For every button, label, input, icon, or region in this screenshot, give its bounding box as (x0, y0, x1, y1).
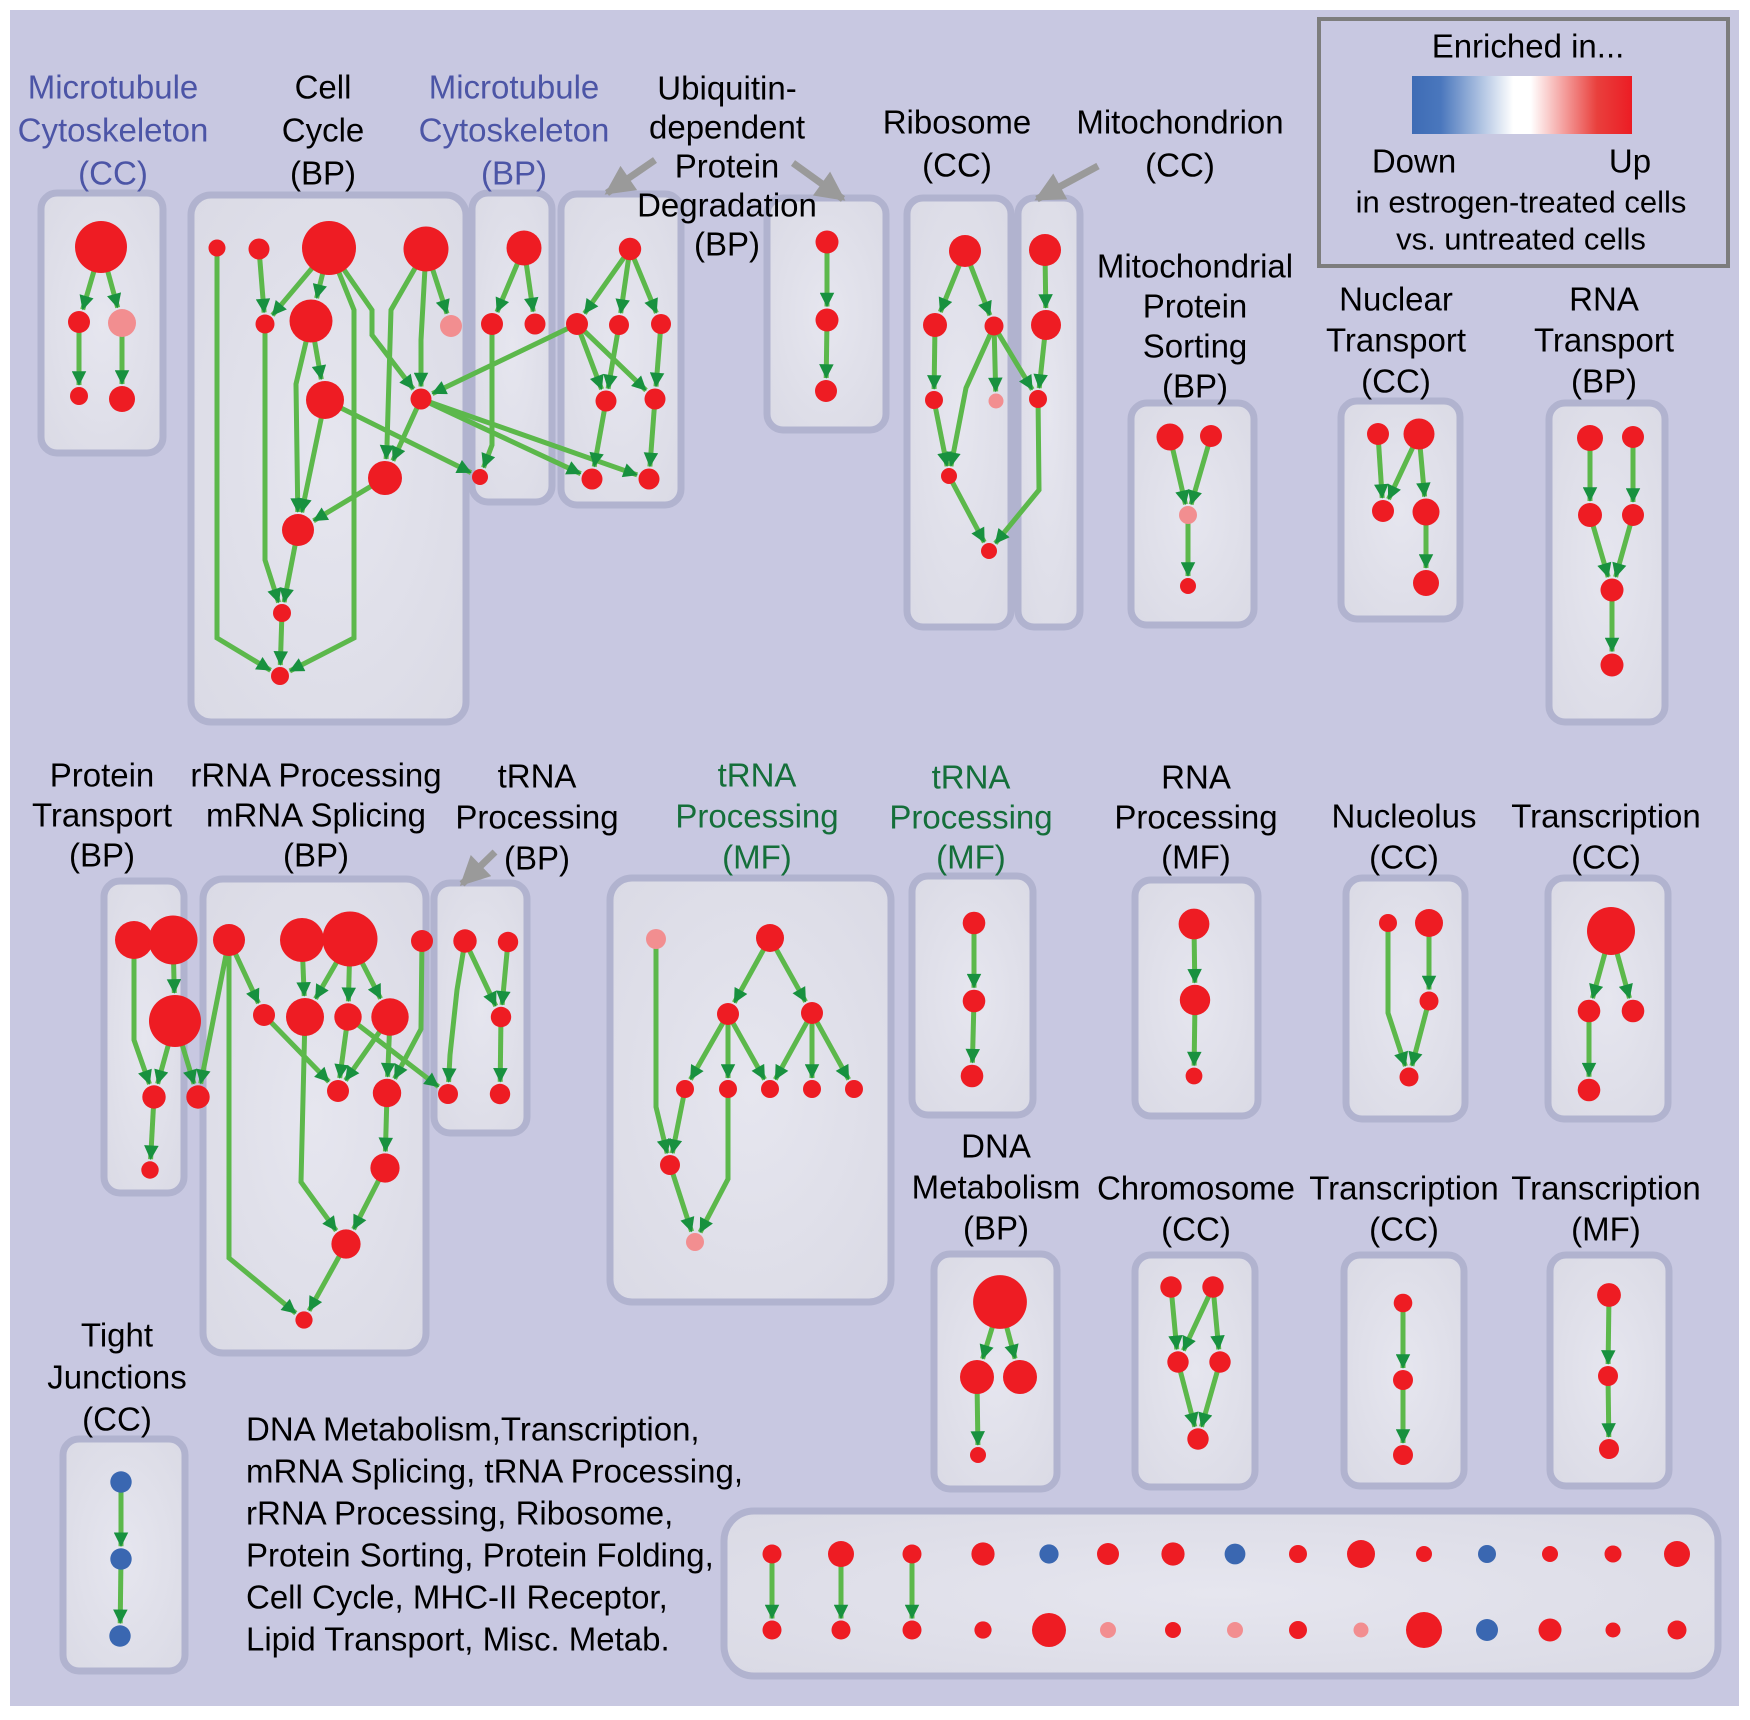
svg-text:Processing: Processing (1114, 799, 1277, 836)
svg-text:Protein Sorting, Protein Foldi: Protein Sorting, Protein Folding, (246, 1537, 714, 1574)
svg-text:Up: Up (1609, 143, 1651, 180)
svg-text:Microtubule: Microtubule (28, 69, 199, 106)
svg-text:Cytoskeleton: Cytoskeleton (18, 112, 209, 149)
svg-text:(BP): (BP) (963, 1210, 1029, 1247)
svg-text:Processing: Processing (675, 798, 838, 835)
svg-text:Processing: Processing (889, 799, 1052, 836)
svg-text:(BP): (BP) (1162, 368, 1228, 405)
svg-text:(CC): (CC) (82, 1401, 152, 1438)
svg-text:(BP): (BP) (694, 226, 760, 263)
svg-text:(CC): (CC) (1369, 839, 1439, 876)
svg-text:Processing: Processing (455, 799, 618, 836)
svg-text:in estrogen-treated cells: in estrogen-treated cells (1356, 185, 1687, 220)
svg-text:Degradation: Degradation (637, 187, 817, 224)
svg-text:Transport: Transport (1534, 322, 1674, 359)
svg-text:vs. untreated cells: vs. untreated cells (1396, 222, 1646, 257)
svg-text:Protein: Protein (50, 757, 155, 794)
svg-text:Cell: Cell (295, 69, 352, 106)
svg-text:(BP): (BP) (481, 155, 547, 192)
svg-text:Mitochondrion: Mitochondrion (1076, 104, 1283, 141)
svg-text:RNA: RNA (1569, 281, 1639, 318)
svg-text:(CC): (CC) (1571, 839, 1641, 876)
svg-text:Nucleolus: Nucleolus (1332, 798, 1477, 835)
svg-text:Transcription: Transcription (1309, 1170, 1499, 1207)
svg-text:(BP): (BP) (290, 155, 356, 192)
svg-text:(MF): (MF) (1571, 1211, 1641, 1248)
svg-text:Nuclear: Nuclear (1339, 281, 1453, 318)
svg-text:(BP): (BP) (283, 837, 349, 874)
svg-text:(BP): (BP) (504, 840, 570, 877)
svg-text:Protein: Protein (1143, 288, 1248, 325)
svg-text:(MF): (MF) (722, 839, 792, 876)
svg-text:dependent: dependent (649, 109, 805, 146)
svg-text:Transport: Transport (32, 797, 172, 834)
svg-text:tRNA: tRNA (498, 758, 577, 795)
svg-text:tRNA: tRNA (932, 759, 1011, 796)
svg-text:mRNA Splicing, tRNA Processing: mRNA Splicing, tRNA Processing, (246, 1453, 743, 1490)
svg-text:(MF): (MF) (1161, 839, 1231, 876)
svg-text:tRNA: tRNA (718, 757, 797, 794)
svg-text:rRNA Processing: rRNA Processing (190, 757, 441, 794)
svg-text:Tight: Tight (81, 1317, 153, 1354)
svg-text:DNA: DNA (961, 1128, 1031, 1165)
svg-text:(CC): (CC) (1161, 1211, 1231, 1248)
svg-text:Ubiquitin-: Ubiquitin- (657, 70, 796, 107)
svg-text:(CC): (CC) (922, 147, 992, 184)
svg-text:(MF): (MF) (936, 839, 1006, 876)
svg-text:Junctions: Junctions (47, 1359, 186, 1396)
svg-text:Sorting: Sorting (1143, 328, 1248, 365)
svg-text:(BP): (BP) (1571, 363, 1637, 400)
svg-text:Transcription: Transcription (1511, 1170, 1701, 1207)
svg-text:Enriched in...: Enriched in... (1432, 28, 1625, 65)
svg-text:RNA: RNA (1161, 759, 1231, 796)
svg-text:rRNA Processing, Ribosome,: rRNA Processing, Ribosome, (246, 1495, 673, 1532)
svg-text:Metabolism: Metabolism (912, 1169, 1081, 1206)
svg-text:DNA Metabolism,Transcription,: DNA Metabolism,Transcription, (246, 1411, 700, 1448)
svg-text:Transcription: Transcription (1511, 798, 1701, 835)
svg-text:(BP): (BP) (69, 837, 135, 874)
svg-text:Chromosome: Chromosome (1097, 1170, 1295, 1207)
svg-text:(CC): (CC) (1361, 363, 1431, 400)
svg-text:Microtubule: Microtubule (429, 69, 600, 106)
svg-text:Transport: Transport (1326, 322, 1466, 359)
svg-text:Down: Down (1372, 143, 1456, 180)
svg-text:(CC): (CC) (78, 155, 148, 192)
svg-text:Cycle: Cycle (282, 112, 365, 149)
svg-text:mRNA Splicing: mRNA Splicing (206, 797, 426, 834)
svg-text:Mitochondrial: Mitochondrial (1097, 248, 1293, 285)
svg-text:(CC): (CC) (1145, 147, 1215, 184)
svg-text:Protein: Protein (675, 148, 780, 185)
svg-text:Cell Cycle, MHC-II Receptor,: Cell Cycle, MHC-II Receptor, (246, 1579, 668, 1616)
svg-text:Lipid Transport, Misc. Metab.: Lipid Transport, Misc. Metab. (246, 1621, 670, 1658)
svg-text:Cytoskeleton: Cytoskeleton (419, 112, 610, 149)
svg-text:(CC): (CC) (1369, 1211, 1439, 1248)
svg-text:Ribosome: Ribosome (883, 104, 1032, 141)
